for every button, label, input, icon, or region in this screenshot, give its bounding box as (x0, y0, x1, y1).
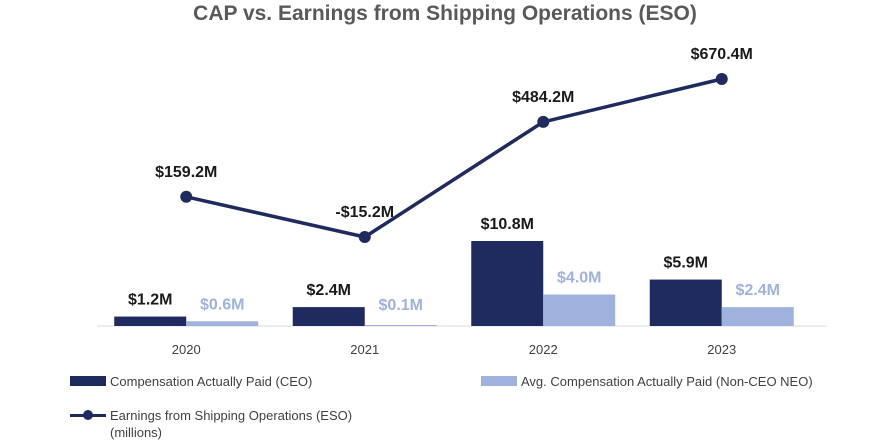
data-label-ceo-2022: $10.8M (481, 216, 534, 233)
data-label-neo-2023: $2.4M (736, 282, 780, 299)
x-tick-label-2023: 2023 (707, 342, 736, 357)
legend-label-eso-line1: Earnings from Shipping Operations (ESO) (110, 408, 353, 423)
x-tick-label-2021: 2021 (350, 342, 379, 357)
chart-title: CAP vs. Earnings from Shipping Operation… (193, 2, 697, 25)
legend-item-eso: Earnings from Shipping Operations (ESO) … (70, 407, 352, 441)
legend-label-eso-line2: (millions) (110, 425, 162, 440)
bar-neo-2022 (543, 294, 616, 326)
data-label-eso-2020: $159.2M (155, 164, 217, 181)
legend-label-neo: Avg. Compensation Actually Paid (Non-CEO… (521, 374, 813, 389)
data-label-eso-2022: $484.2M (512, 89, 574, 106)
bar-neo-2020 (186, 321, 259, 326)
bar-neo-2021 (364, 325, 437, 326)
data-label-neo-2022: $4.0M (557, 270, 601, 287)
data-label-ceo-2020: $1.2M (128, 292, 172, 309)
bar-ceo-2022 (471, 241, 544, 326)
eso-point-2022 (537, 115, 550, 128)
legend-item-neo: Avg. Compensation Actually Paid (Non-CEO… (481, 373, 813, 390)
data-label-neo-2020: $0.6M (200, 296, 244, 313)
data-label-eso-2023: $670.4M (691, 46, 753, 63)
legend-swatch-neo (481, 376, 517, 386)
legend-label-ceo: Compensation Actually Paid (CEO) (110, 374, 313, 389)
x-tick-label-2022: 2022 (529, 342, 558, 357)
legend-item-ceo: Compensation Actually Paid (CEO) (70, 373, 312, 390)
data-label-ceo-2023: $5.9M (664, 255, 708, 272)
eso-point-2020 (180, 190, 193, 203)
data-label-neo-2021: $0.1M (379, 297, 423, 314)
legend-label-eso: Earnings from Shipping Operations (ESO) … (110, 407, 352, 441)
data-label-ceo-2021: $2.4M (307, 282, 351, 299)
bar-ceo-2023 (649, 279, 722, 326)
eso-point-2021 (358, 231, 371, 243)
x-tick-label-2020: 2020 (172, 342, 201, 357)
bar-neo-2023 (721, 307, 794, 326)
data-label-eso-2021: -$15.2M (335, 204, 394, 221)
legend-swatch-eso (70, 409, 106, 421)
eso-point-2023 (715, 73, 728, 85)
legend-swatch-ceo (70, 376, 106, 386)
bar-ceo-2020 (114, 316, 187, 326)
bar-ceo-2021 (292, 307, 365, 326)
eso-line (185, 77, 723, 239)
